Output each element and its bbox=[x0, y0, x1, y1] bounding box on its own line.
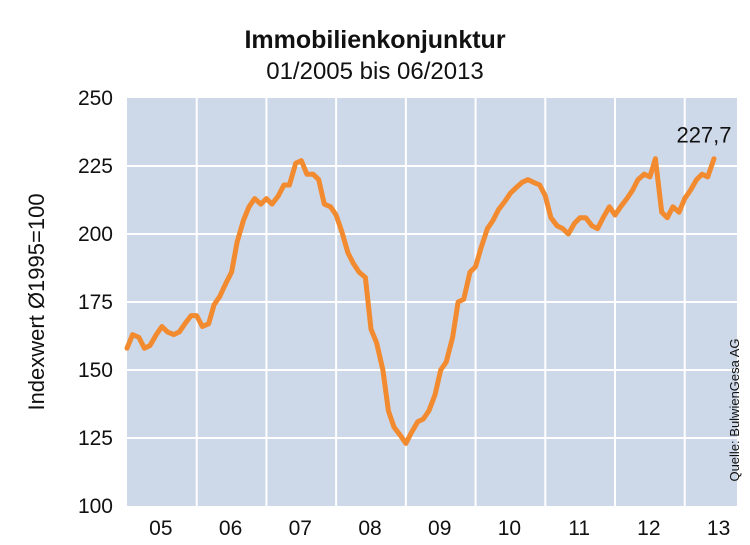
grid-lines bbox=[127, 98, 737, 506]
chart-subtitle: 01/2005 bis 06/2013 bbox=[266, 58, 484, 85]
x-tick-label: 12 bbox=[637, 517, 660, 540]
x-tick-label: 10 bbox=[498, 517, 521, 540]
y-tick-label: 125 bbox=[78, 427, 113, 450]
chart-title: Immobilienkonjunktur bbox=[244, 26, 506, 54]
y-tick-label: 175 bbox=[78, 291, 113, 314]
last-value-label: 227,7 bbox=[676, 123, 731, 148]
y-tick-label: 250 bbox=[78, 87, 113, 110]
x-tick-label: 11 bbox=[568, 517, 590, 540]
series-line bbox=[124, 156, 717, 446]
x-tick-label: 08 bbox=[358, 517, 381, 540]
source-label: Quelle: BulwienGesa AG bbox=[727, 338, 742, 481]
y-tick-label: 150 bbox=[78, 359, 113, 382]
x-axis-ticks: 05 06 07 08 09 10 11 12 13 bbox=[149, 517, 730, 540]
y-tick-label: 225 bbox=[78, 155, 113, 178]
x-tick-label: 06 bbox=[219, 517, 242, 540]
y-axis-ticks: 100 125 150 175 200 225 250 bbox=[78, 87, 113, 518]
x-tick-label: 09 bbox=[428, 517, 451, 540]
y-tick-label: 100 bbox=[78, 495, 113, 518]
y-axis-label: Indexwert Ø1995=100 bbox=[24, 193, 49, 410]
x-tick-label: 07 bbox=[289, 517, 312, 540]
x-tick-label: 13 bbox=[707, 517, 730, 540]
x-tick-label: 05 bbox=[149, 517, 172, 540]
y-tick-label: 200 bbox=[78, 223, 113, 246]
